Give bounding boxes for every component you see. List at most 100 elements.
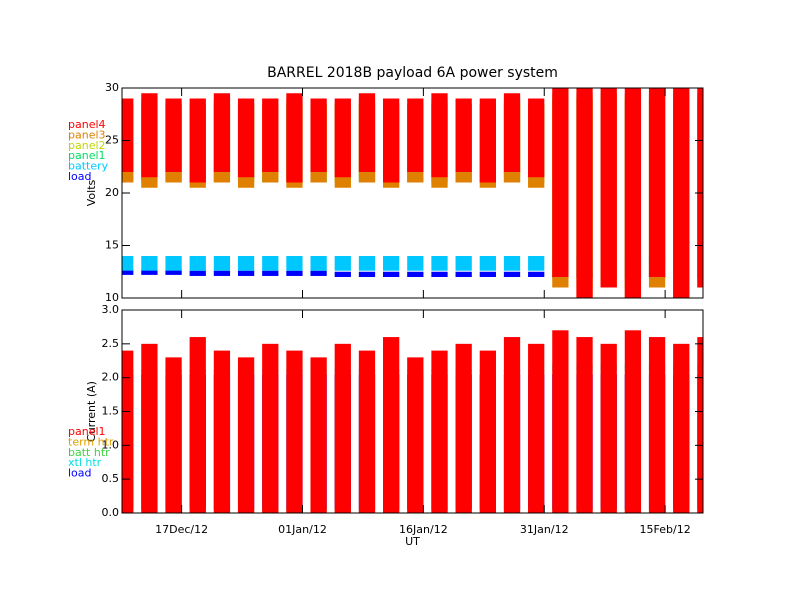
range-bar: [431, 350, 448, 513]
range-bar: [213, 93, 231, 172]
range-bar: [455, 256, 472, 271]
legend-label: term htr: [68, 435, 114, 448]
legend-label: panel1: [68, 425, 106, 438]
range-bar: [237, 270, 255, 276]
range-bar: [262, 343, 279, 513]
range-bar: [528, 271, 545, 277]
range-bar: [237, 357, 255, 513]
range-bar: [503, 271, 521, 277]
range-bar: [165, 256, 182, 271]
legend-label: panel2: [68, 139, 106, 152]
range-bar: [431, 93, 448, 178]
y-axis-title: Volts: [85, 179, 98, 206]
range-bar: [431, 271, 448, 277]
range-bar: [407, 271, 424, 277]
range-bar: [310, 98, 327, 172]
chart-title: BARREL 2018B payload 6A power system: [267, 65, 558, 81]
range-bar: [407, 98, 424, 172]
range-bar: [503, 256, 521, 271]
x-tick-label: 15Feb/12: [640, 523, 691, 536]
range-bar: [141, 343, 158, 513]
legend-label: panel1: [68, 149, 106, 162]
range-bar: [122, 269, 134, 275]
range-bar: [262, 98, 279, 172]
range-bar: [576, 88, 593, 298]
x-axis-title: UT: [405, 535, 420, 548]
legend-label: batt htr: [68, 446, 110, 459]
range-bar: [141, 269, 158, 275]
range-bar: [189, 270, 206, 276]
range-bar: [213, 256, 231, 271]
range-bar: [431, 256, 448, 271]
range-bar: [358, 93, 376, 172]
y-tick-label: 1.5: [102, 405, 120, 418]
range-bar: [624, 88, 642, 298]
range-bar: [286, 256, 303, 271]
y-tick-label: 2.0: [102, 371, 120, 384]
range-bar: [141, 93, 158, 178]
range-bar: [648, 88, 666, 277]
y-axis-title: Current (A): [85, 381, 98, 442]
range-bar: [262, 270, 279, 276]
legend-label: panel4: [68, 118, 106, 131]
range-bar: [455, 98, 472, 172]
range-bar: [455, 343, 472, 513]
range-bar: [165, 357, 182, 513]
range-bar: [213, 350, 231, 513]
range-bar: [141, 256, 158, 271]
range-bar: [334, 256, 351, 271]
range-bar: [528, 98, 545, 178]
range-bar: [503, 93, 521, 172]
range-bar: [673, 88, 690, 298]
range-bar: [310, 270, 327, 276]
range-bar: [286, 350, 303, 513]
range-bar: [479, 256, 496, 271]
legend-label: load: [68, 467, 92, 480]
range-bar: [479, 271, 496, 277]
y-tick-label: 3.0: [102, 303, 120, 316]
range-bar: [165, 269, 182, 275]
range-bar: [697, 88, 703, 288]
range-bar: [189, 98, 206, 183]
range-bar: [310, 357, 327, 513]
y-tick-label: 30: [105, 81, 119, 94]
range-bar: [600, 88, 617, 288]
range-bar: [122, 350, 134, 513]
y-tick-label: 25: [105, 134, 119, 147]
y-tick-label: 10: [105, 291, 119, 304]
range-bar: [648, 337, 666, 513]
range-bar: [600, 343, 617, 513]
y-tick-label: 15: [105, 239, 119, 252]
legend-label: xtl htr: [68, 456, 102, 469]
range-bar: [237, 256, 255, 271]
range-bar: [383, 337, 400, 513]
range-bar: [334, 343, 351, 513]
range-bar: [286, 93, 303, 183]
y-tick-label: 20: [105, 186, 119, 199]
range-bar: [334, 98, 351, 178]
legend-label: load: [68, 170, 92, 183]
y-tick-label: 2.5: [102, 337, 120, 350]
range-bar: [237, 98, 255, 178]
y-tick-label: 1.0: [102, 438, 120, 451]
y-tick-label: 0.5: [102, 472, 120, 485]
range-bar: [479, 98, 496, 183]
x-tick-label: 31Jan/12: [520, 523, 569, 536]
range-bar: [383, 98, 400, 183]
range-bar: [189, 337, 206, 513]
range-bar: [552, 330, 569, 513]
range-bar: [286, 270, 303, 276]
x-tick-label: 01Jan/12: [278, 523, 327, 536]
x-tick-label: 16Jan/12: [399, 523, 448, 536]
range-bar: [552, 88, 569, 277]
range-bar: [383, 271, 400, 277]
range-bar: [455, 271, 472, 277]
range-bar: [189, 256, 206, 271]
range-bar: [503, 337, 521, 513]
range-bar: [358, 256, 376, 271]
legend-label: panel3: [68, 128, 106, 141]
range-bar: [624, 330, 642, 513]
range-bar: [122, 98, 134, 172]
range-bar: [334, 271, 351, 277]
